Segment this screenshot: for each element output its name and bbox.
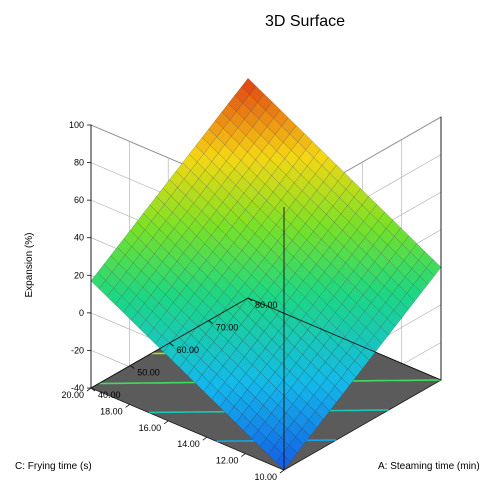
y-axis-label: C: Frying time (s) (15, 461, 92, 472)
y-tick-mark (241, 453, 246, 457)
z-axis-label: Expansion (%) (24, 232, 35, 297)
x-axis-label: A: Steaming time (min) (378, 461, 480, 472)
x-tick-label: 50.00 (137, 368, 160, 378)
chart-title: 3D Surface (265, 13, 345, 30)
z-tick-label: 80 (74, 158, 84, 168)
x-tick-label: 60.00 (177, 345, 200, 355)
axis-line (247, 297, 442, 381)
z-tick-label: 40 (74, 233, 84, 243)
x-tick-label: 40.00 (98, 390, 121, 400)
z-axis-ticks: -40 -20 0 20 40 60 80 100 (69, 120, 91, 393)
x-tick-mark (247, 297, 253, 302)
y-tick-label: 12.00 (216, 456, 239, 466)
x-tick-mark (208, 320, 213, 324)
z-tick-label: 100 (69, 120, 84, 130)
z-tick-label: 20 (74, 270, 84, 280)
x-tick-mark (130, 365, 135, 369)
z-tick-label: 0 (79, 308, 84, 318)
response-surface (90, 77, 442, 471)
z-tick-label: 60 (74, 195, 84, 205)
y-tick-label: 18.00 (100, 406, 123, 416)
x-axis-ticks: 40.00 50.00 60.00 70.00 80.00 (90, 297, 278, 400)
y-tick-label: 20.00 (61, 390, 84, 400)
y-tick-label: 14.00 (177, 439, 200, 449)
y-tick-mark (163, 420, 169, 425)
y-tick-mark (86, 387, 92, 392)
x-tick-label: 70.00 (216, 323, 239, 333)
z-tick-label: -20 (71, 345, 84, 355)
y-axis-ticks: 10.00 12.00 14.00 16.00 18.00 20.00 (61, 387, 285, 482)
x-tick-mark (169, 342, 174, 347)
z-tick-label: -40 (71, 383, 84, 393)
y-tick-label: 10.00 (254, 472, 277, 482)
x-tick-label: 80.00 (255, 300, 278, 310)
x-tick-mark (90, 387, 96, 392)
surface-cell (241, 77, 257, 95)
y-tick-mark (125, 404, 130, 408)
y-tick-mark (202, 436, 208, 441)
y-tick-label: 16.00 (139, 423, 162, 433)
y-tick-mark (279, 469, 285, 474)
